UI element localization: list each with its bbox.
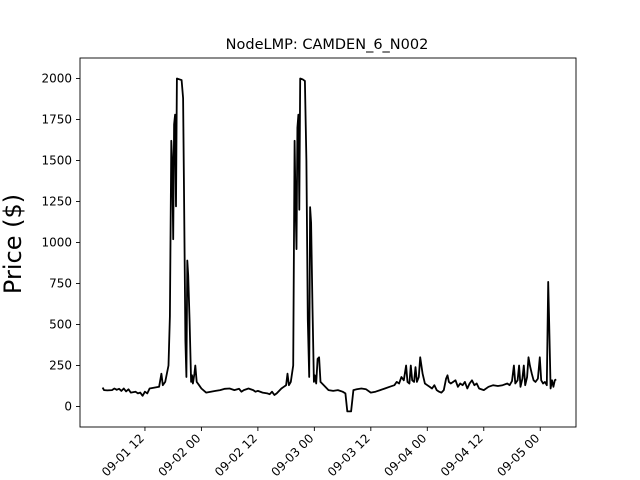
y-tick-label: 2000	[41, 72, 72, 86]
series-line-0	[101, 77, 557, 413]
y-tick-label: 500	[49, 318, 72, 332]
y-tick-label: 1000	[41, 236, 72, 250]
y-tick-label: 1750	[41, 113, 72, 127]
y-tick-label: 750	[49, 277, 72, 291]
y-tick-label: 0	[64, 400, 72, 414]
y-tick-label: 250	[49, 359, 72, 373]
y-axis-label: Price ($)	[0, 194, 27, 294]
y-tick-label: 1250	[41, 195, 72, 209]
y-tick-label: 1500	[41, 154, 72, 168]
chart-title: NodeLMP: CAMDEN_6_N002	[226, 37, 429, 53]
